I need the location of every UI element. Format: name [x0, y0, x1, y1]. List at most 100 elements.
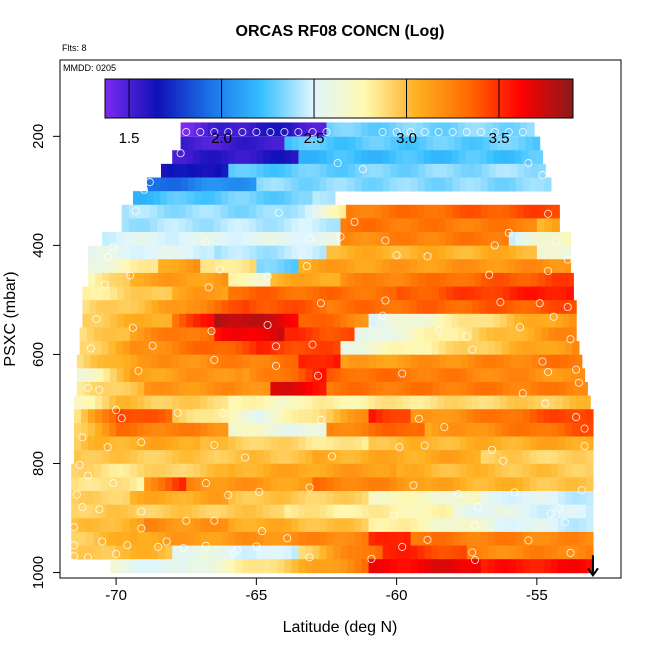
heatmap-cell — [242, 259, 250, 274]
heatmap-cell — [486, 313, 494, 328]
heatmap-cell — [200, 491, 208, 506]
heatmap-cell — [158, 518, 166, 533]
heatmap-cell — [109, 436, 117, 451]
heatmap-cell — [515, 232, 524, 247]
heatmap-cell — [585, 422, 594, 437]
sample-marker — [176, 149, 185, 158]
heatmap-cell — [424, 422, 433, 437]
heatmap-cell — [263, 559, 271, 574]
heatmap-cell — [130, 422, 138, 437]
heatmap-cell — [214, 163, 223, 178]
heatmap-cell — [277, 409, 285, 424]
heatmap-cell — [544, 218, 553, 233]
heatmap-cell — [430, 395, 438, 410]
heatmap-cell — [277, 163, 286, 178]
heatmap-cell — [578, 409, 587, 424]
heatmap-cell — [474, 163, 483, 178]
heatmap-cell — [164, 218, 172, 233]
heatmap-cell — [305, 450, 314, 465]
heatmap-cell — [403, 436, 412, 451]
heatmap-cell — [473, 436, 482, 451]
heatmap-cell — [557, 491, 566, 506]
heatmap-cell — [473, 177, 482, 192]
heatmap-cell — [235, 272, 243, 287]
heatmap-cell — [515, 545, 524, 560]
heatmap-cell — [480, 518, 489, 533]
heatmap-cell — [571, 531, 580, 546]
sample-marker — [229, 548, 238, 557]
heatmap-cell — [312, 504, 321, 519]
heatmap-cell — [74, 409, 82, 424]
heatmap-cell — [541, 313, 550, 328]
heatmap-cell — [543, 436, 552, 451]
heatmap-cell — [305, 191, 314, 206]
heatmap-cell — [263, 341, 271, 356]
heatmap-cell — [368, 300, 376, 315]
heatmap-cell — [207, 545, 215, 560]
heatmap-cell — [234, 218, 243, 233]
sample-marker — [420, 127, 429, 137]
heatmap-cell — [270, 518, 278, 533]
heatmap-cell — [425, 381, 433, 397]
heatmap-cell — [525, 136, 534, 151]
heatmap-cell — [559, 272, 567, 287]
heatmap-cell — [187, 191, 195, 206]
heatmap-cell — [432, 272, 440, 287]
heatmap-cell — [214, 232, 222, 247]
heatmap-cell — [404, 381, 412, 397]
heatmap-cell — [200, 409, 208, 424]
sample-marker — [305, 483, 314, 492]
heatmap-cell — [564, 504, 573, 519]
sample-marker — [252, 127, 261, 137]
heatmap-cell — [361, 477, 370, 492]
heatmap-cell — [298, 531, 307, 546]
heatmap-cell — [228, 531, 236, 546]
heatmap-cell — [493, 150, 502, 165]
heatmap-cell — [465, 368, 474, 383]
heatmap-cell — [137, 341, 145, 356]
heatmap-cell — [459, 245, 468, 260]
heatmap-cell — [382, 245, 391, 260]
heatmap-cell — [549, 368, 558, 383]
heatmap-cell — [221, 381, 229, 397]
heatmap-cell — [354, 218, 363, 233]
heatmap-cell — [277, 354, 285, 369]
heatmap-cell — [249, 354, 257, 369]
heatmap-cell — [326, 477, 335, 492]
heatmap-cell — [567, 354, 576, 369]
heatmap-cell — [536, 422, 545, 437]
heatmap-cell — [312, 232, 321, 247]
sample-marker — [563, 302, 572, 312]
heatmap-cell — [368, 559, 377, 574]
heatmap-cell — [529, 545, 538, 560]
heatmap-cell — [179, 327, 187, 342]
sample-marker — [154, 542, 163, 551]
heatmap-cell — [550, 450, 559, 465]
heatmap-cell — [137, 531, 145, 546]
heatmap-cell — [137, 272, 145, 287]
heatmap-cell — [284, 163, 293, 178]
heatmap-cell — [467, 272, 476, 287]
heatmap-cell — [270, 436, 278, 451]
heatmap-cell — [200, 341, 208, 356]
heatmap-cell — [411, 354, 420, 369]
sample-marker — [83, 471, 93, 480]
heatmap-cell — [146, 191, 154, 206]
heatmap-cell — [326, 381, 335, 397]
heatmap-cell — [277, 327, 285, 342]
heatmap-cell — [564, 341, 573, 356]
heatmap-cell — [123, 368, 131, 383]
heatmap-cell — [160, 163, 169, 178]
heatmap-cell — [235, 381, 243, 397]
heatmap-cell — [326, 150, 334, 165]
heatmap-cell — [361, 218, 370, 233]
heatmap-cell — [277, 395, 285, 410]
heatmap-cell — [284, 327, 293, 342]
heatmap-cell — [501, 504, 510, 519]
heatmap-cell — [368, 368, 376, 383]
heatmap-cell — [445, 232, 454, 247]
heatmap-cell — [284, 286, 293, 301]
heatmap-cell — [319, 354, 328, 369]
heatmap-cell — [128, 218, 137, 233]
heatmap-cell — [417, 531, 426, 546]
